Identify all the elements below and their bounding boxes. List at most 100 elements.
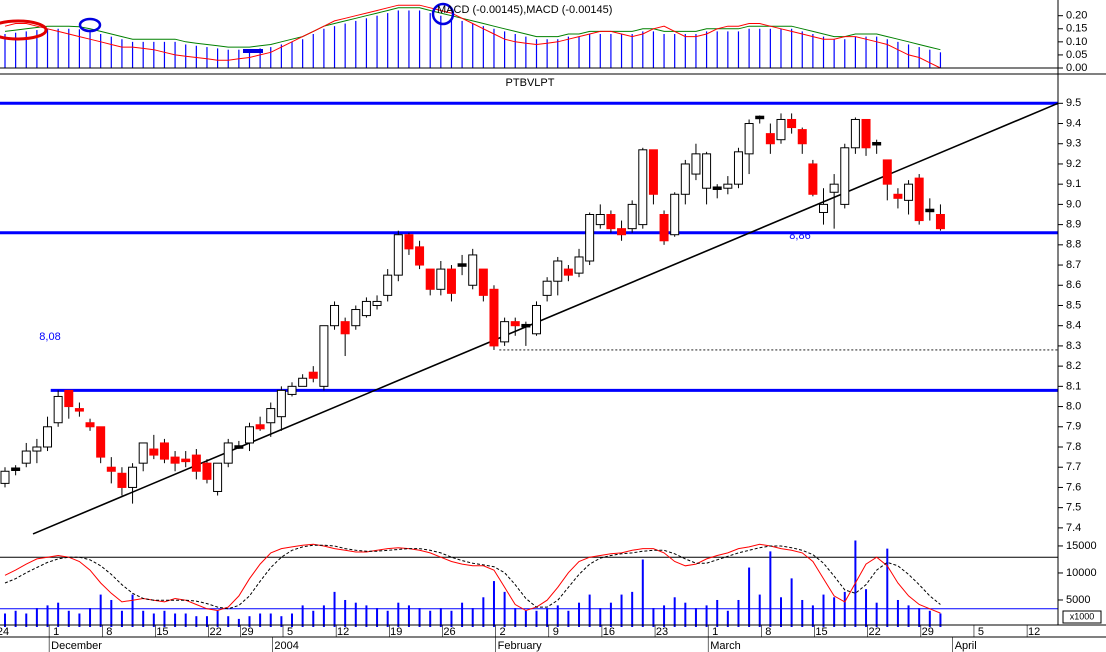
candle-body	[521, 323, 531, 328]
y-tick-label: 0.20	[1066, 10, 1087, 22]
y-tick-label: 7.8	[1066, 441, 1081, 453]
candle-body	[340, 321, 350, 335]
line-series	[4, 4, 941, 69]
y-tick-label: 8.3	[1066, 340, 1081, 352]
x-tick-label: 1	[712, 626, 718, 638]
candle-body	[64, 389, 74, 408]
y-tick-label: 8.1	[1066, 380, 1081, 392]
x-tick-label: 26	[443, 626, 455, 638]
candle-body	[829, 183, 839, 193]
candle-body	[149, 448, 159, 456]
line-series	[4, 544, 941, 610]
candle-body	[542, 280, 552, 296]
candle-body	[680, 163, 690, 195]
candle-body	[723, 183, 733, 189]
candle-body	[691, 153, 701, 175]
highlight-ellipse	[0, 19, 48, 41]
candle-body	[181, 458, 191, 463]
candle-body	[0, 470, 10, 484]
macd-title: MACD (-0.00145),MACD (-0.00145)	[437, 4, 612, 16]
candle-body	[595, 214, 605, 226]
candle-body	[223, 442, 233, 464]
x-tick-label: 12	[337, 626, 349, 638]
month-label: 2004	[274, 640, 298, 652]
candle-body	[287, 385, 297, 395]
candle-body	[744, 123, 754, 155]
candle-body	[733, 151, 743, 185]
candle-body	[415, 246, 425, 266]
x-tick-label: 22	[869, 626, 881, 638]
candle-body	[935, 214, 945, 230]
candle-body	[159, 442, 169, 460]
candle-body	[74, 408, 84, 412]
x-tick-label: 16	[603, 626, 615, 638]
candle-body	[298, 377, 308, 387]
x-tick-label: 29	[241, 626, 253, 638]
candle-body	[808, 163, 818, 195]
plot-layer: 0.000.050.100.150.20 7.4 7.5 7.6 7.7 7.8 7.9 8.…	[0, 4, 1097, 652]
y-tick-label: 8.4	[1066, 320, 1081, 332]
candle-body	[797, 129, 807, 145]
price-title: PTBVLPT	[506, 77, 555, 89]
candle-body	[553, 260, 563, 282]
candle-body	[627, 203, 637, 230]
level-label: 8,86	[789, 230, 810, 242]
candle-body	[11, 467, 21, 471]
candle-body	[330, 304, 340, 327]
y-tick-label: 7.6	[1066, 481, 1081, 493]
y-tick-label: 8.5	[1066, 299, 1081, 311]
candle-body	[191, 454, 201, 472]
candle-body	[383, 274, 393, 296]
y-tick-label: 9.3	[1066, 138, 1081, 150]
x-tick-label: 23	[656, 626, 668, 638]
candle-body	[478, 268, 488, 296]
candle-body	[85, 422, 95, 428]
candle-body	[468, 254, 478, 286]
level-label: 8,08	[39, 331, 60, 343]
candle-body	[117, 472, 127, 488]
highlight-circle	[431, 2, 455, 26]
x-tick-label: 29	[922, 626, 934, 638]
candle-body	[404, 234, 414, 250]
y-tick-label: 5000	[1066, 594, 1090, 606]
candle-body	[213, 462, 223, 492]
month-label: April	[955, 640, 977, 652]
line-series	[4, 7, 941, 51]
candle-body	[266, 408, 276, 424]
candle-body	[244, 426, 254, 444]
x-tick-label: 8	[765, 626, 771, 638]
y-tick-label: 9.5	[1066, 97, 1081, 109]
candle-body	[234, 445, 244, 449]
x-tick-label: 19	[390, 626, 402, 638]
candle-body	[128, 466, 138, 488]
candle-body	[170, 456, 180, 464]
candle-body	[500, 321, 510, 343]
candle-body	[617, 228, 627, 236]
candle-body	[840, 147, 850, 205]
candle-body	[670, 193, 680, 236]
candle-body	[638, 149, 648, 226]
candle-body	[893, 193, 903, 199]
candle-body	[32, 446, 42, 452]
candle-body	[563, 268, 573, 276]
y-tick-label: 7.9	[1066, 421, 1081, 433]
y-tick-label: 8.8	[1066, 239, 1081, 251]
candle-body	[850, 118, 860, 149]
highlight-bar	[243, 49, 263, 53]
y-tick-label: 8.2	[1066, 360, 1081, 372]
candle-body	[361, 300, 371, 317]
candle-body	[574, 256, 584, 274]
x-tick-label: 9	[553, 626, 559, 638]
y-tick-label: 8.6	[1066, 279, 1081, 291]
candle-body	[106, 466, 116, 472]
candle-body	[351, 309, 361, 327]
x-tick-label: 22	[209, 626, 221, 638]
x-tick-label: 12	[1028, 626, 1040, 638]
x-tick-label: 5	[287, 626, 293, 638]
candle-body	[648, 149, 658, 195]
candle-body	[319, 325, 329, 387]
unit-box	[1062, 610, 1102, 624]
highlight-ellipse	[78, 17, 102, 33]
month-label: March	[710, 640, 741, 652]
